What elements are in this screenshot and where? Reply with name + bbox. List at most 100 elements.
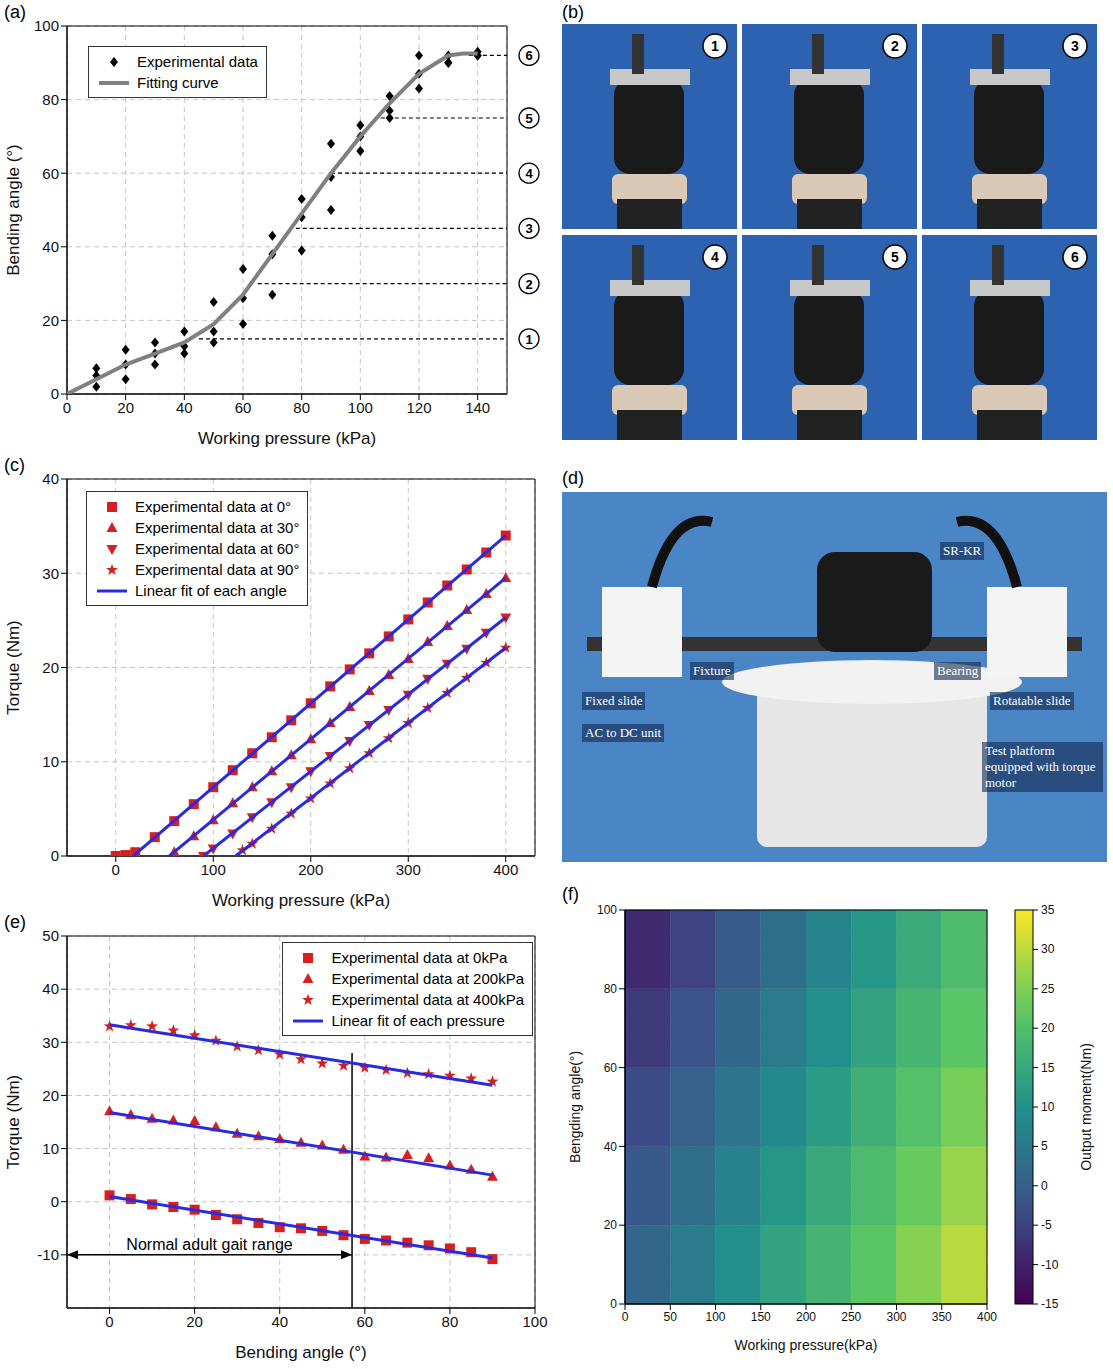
svg-text:80: 80 [442, 1313, 459, 1330]
html-text:Experimental data at 90°: Experimental data at 90° [135, 561, 300, 578]
svg-text:20: 20 [1041, 1021, 1055, 1035]
svg-text:200: 200 [298, 861, 323, 878]
html-text:Experimental data at 60°: Experimental data at 60° [135, 540, 300, 557]
svg-text:Output moment(Nm): Output moment(Nm) [1078, 1043, 1094, 1171]
svg-text:5: 5 [525, 111, 532, 126]
svg-text:60: 60 [42, 165, 59, 182]
svg-text:150: 150 [751, 1310, 771, 1324]
svg-text:5: 5 [1041, 1139, 1048, 1153]
svg-text:20: 20 [604, 1218, 618, 1232]
svg-text:5: 5 [891, 249, 899, 265]
svg-text:80: 80 [42, 91, 59, 108]
svg-text:35: 35 [1041, 903, 1055, 917]
svg-text:60: 60 [604, 1061, 618, 1075]
html-text:(d): (d) [562, 468, 584, 488]
svg-text:6: 6 [1071, 249, 1079, 265]
html-text:(a): (a) [4, 2, 26, 22]
svg-text:Bending angle (°): Bending angle (°) [4, 144, 23, 276]
svg-text:0: 0 [51, 1193, 59, 1210]
svg-text:50: 50 [664, 1310, 678, 1324]
svg-text:350: 350 [932, 1310, 952, 1324]
svg-text:4: 4 [525, 166, 533, 181]
svg-text:20: 20 [42, 1087, 59, 1104]
svg-text:400: 400 [493, 861, 518, 878]
svg-text:60: 60 [356, 1313, 373, 1330]
svg-text:Torque (Nm): Torque (Nm) [4, 1075, 23, 1169]
svg-text:6: 6 [525, 48, 532, 63]
svg-text:0: 0 [112, 861, 120, 878]
svg-text:Torque (Nm): Torque (Nm) [4, 620, 23, 714]
svg-text:-10: -10 [1041, 1258, 1059, 1272]
svg-text:100: 100 [348, 399, 373, 416]
svg-text:2: 2 [525, 277, 532, 292]
html-text:Test platform equipped with to: Test platform equipped with torque motor [985, 743, 1096, 790]
svg-text:10: 10 [1041, 1100, 1055, 1114]
svg-text:0: 0 [105, 1313, 113, 1330]
svg-text:0: 0 [51, 385, 59, 402]
svg-text:400: 400 [977, 1310, 997, 1324]
svg-text:0: 0 [51, 847, 59, 864]
html-text:(b): (b) [562, 2, 584, 22]
svg-text:40: 40 [271, 1313, 288, 1330]
svg-text:15: 15 [1041, 1061, 1055, 1075]
svg-text:30: 30 [42, 565, 59, 582]
svg-text:0: 0 [610, 1297, 617, 1311]
svg-text:250: 250 [841, 1310, 861, 1324]
html-text:(c): (c) [4, 455, 25, 475]
svg-text:3: 3 [525, 221, 532, 236]
svg-text:100: 100 [597, 903, 617, 917]
svg-text:-15: -15 [1041, 1297, 1059, 1311]
svg-text:-10: -10 [37, 1246, 59, 1263]
html-text:Experimental data at 0°: Experimental data at 0° [135, 498, 292, 515]
svg-text:40: 40 [42, 238, 59, 255]
svg-text:4: 4 [711, 249, 719, 265]
html-text:Linear fit of each angle: Linear fit of each angle [135, 582, 287, 599]
html-text:Experimental data at 0kPa: Experimental data at 0kPa [331, 949, 508, 966]
svg-text:40: 40 [42, 980, 59, 997]
svg-text:30: 30 [1041, 942, 1055, 956]
svg-text:140: 140 [465, 399, 490, 416]
svg-text:Working pressure (kPa): Working pressure (kPa) [212, 891, 390, 910]
svg-text:10: 10 [42, 753, 59, 770]
svg-text:Working pressure (kPa): Working pressure (kPa) [198, 429, 376, 448]
svg-text:2: 2 [891, 38, 899, 54]
svg-text:30: 30 [42, 1034, 59, 1051]
html-text:Experimental data: Experimental data [137, 53, 258, 70]
svg-text:20: 20 [42, 659, 59, 676]
svg-text:-5: -5 [1041, 1218, 1052, 1232]
svg-text:0: 0 [1041, 1179, 1048, 1193]
svg-text:Bending angle (°): Bending angle (°) [235, 1343, 367, 1362]
svg-text:100: 100 [201, 861, 226, 878]
svg-text:0: 0 [63, 399, 71, 416]
svg-text:40: 40 [42, 470, 59, 487]
svg-text:300: 300 [396, 861, 421, 878]
svg-text:3: 3 [1071, 38, 1079, 54]
svg-text:0: 0 [622, 1310, 629, 1324]
svg-text:200: 200 [796, 1310, 816, 1324]
svg-text:20: 20 [186, 1313, 203, 1330]
svg-text:300: 300 [886, 1310, 906, 1324]
svg-text:40: 40 [604, 1140, 618, 1154]
html-text:(e): (e) [4, 912, 26, 932]
svg-text:120: 120 [406, 399, 431, 416]
svg-text:20: 20 [42, 312, 59, 329]
svg-text:40: 40 [176, 399, 193, 416]
svg-text:25: 25 [1041, 982, 1055, 996]
svg-text:100: 100 [34, 17, 59, 34]
svg-text:50: 50 [42, 927, 59, 944]
svg-text:80: 80 [293, 399, 310, 416]
svg-text:100: 100 [705, 1310, 725, 1324]
svg-text:80: 80 [604, 982, 618, 996]
svg-text:1: 1 [525, 332, 532, 347]
svg-text:20: 20 [117, 399, 134, 416]
svg-text:Bengding angle(°): Bengding angle(°) [567, 1051, 583, 1163]
svg-text:10: 10 [42, 1140, 59, 1157]
svg-text:60: 60 [235, 399, 252, 416]
svg-text:100: 100 [522, 1313, 547, 1330]
html-text:Experimental data at 200kPa: Experimental data at 200kPa [331, 970, 524, 987]
svg-text:Working pressure(kPa): Working pressure(kPa) [735, 1337, 878, 1353]
svg-text:1: 1 [711, 38, 719, 54]
svg-text:Normal adult gait range: Normal adult gait range [126, 1236, 292, 1253]
html-text:Fitting curve: Fitting curve [137, 74, 219, 91]
html-text:Experimental data at 30°: Experimental data at 30° [135, 519, 300, 536]
